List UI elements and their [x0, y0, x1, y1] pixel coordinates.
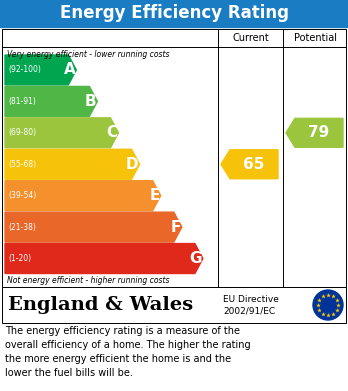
- Text: C: C: [106, 126, 118, 140]
- Text: England & Wales: England & Wales: [8, 296, 193, 314]
- Text: EU Directive
2002/91/EC: EU Directive 2002/91/EC: [223, 294, 279, 316]
- Text: Very energy efficient - lower running costs: Very energy efficient - lower running co…: [7, 50, 169, 59]
- Text: D: D: [126, 157, 139, 172]
- Text: F: F: [171, 220, 181, 235]
- Text: Potential: Potential: [294, 33, 337, 43]
- Text: 65: 65: [243, 157, 265, 172]
- Polygon shape: [286, 118, 343, 147]
- Polygon shape: [5, 212, 182, 242]
- Polygon shape: [5, 244, 203, 273]
- Text: A: A: [64, 63, 75, 77]
- Polygon shape: [5, 149, 140, 179]
- Text: G: G: [189, 251, 202, 266]
- Text: (39-54): (39-54): [8, 191, 36, 200]
- Text: E: E: [149, 188, 160, 203]
- Bar: [2, 29, 346, 287]
- Polygon shape: [5, 118, 119, 148]
- Polygon shape: [5, 181, 161, 211]
- Text: Energy Efficiency Rating: Energy Efficiency Rating: [60, 5, 288, 23]
- Text: B: B: [85, 94, 96, 109]
- Text: (55-68): (55-68): [8, 160, 36, 169]
- Text: Current: Current: [232, 33, 269, 43]
- Text: 79: 79: [308, 126, 330, 140]
- Bar: [2, 287, 346, 323]
- Circle shape: [313, 290, 343, 320]
- Text: (1-20): (1-20): [8, 254, 31, 263]
- Text: (21-38): (21-38): [8, 222, 36, 231]
- Text: (81-91): (81-91): [8, 97, 36, 106]
- Polygon shape: [5, 86, 97, 117]
- Polygon shape: [221, 150, 278, 179]
- Text: The energy efficiency rating is a measure of the
overall efficiency of a home. T: The energy efficiency rating is a measur…: [5, 326, 251, 378]
- Polygon shape: [5, 55, 76, 85]
- Text: (69-80): (69-80): [8, 128, 36, 137]
- Bar: [0, 0, 348, 27]
- Text: (92-100): (92-100): [8, 65, 41, 74]
- Text: Not energy efficient - higher running costs: Not energy efficient - higher running co…: [7, 276, 169, 285]
